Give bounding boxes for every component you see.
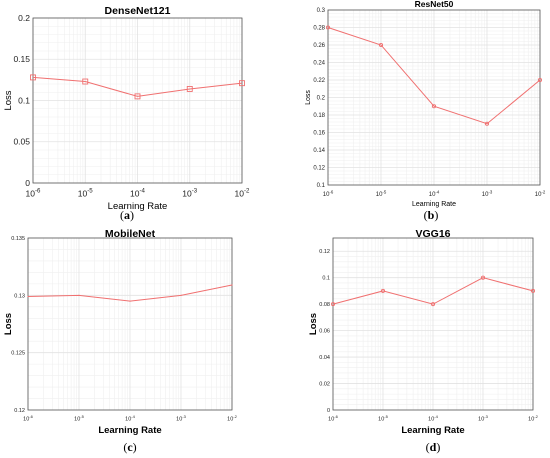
y-tick-label: 0.15 (13, 54, 30, 64)
chart-title: VGG16 (415, 228, 450, 240)
data-point (430, 302, 436, 307)
x-tick-label: 10-4 (429, 189, 440, 198)
data-point (330, 302, 336, 307)
panel-caption: (a) (120, 208, 134, 222)
y-tick-label: 0.06 (319, 329, 330, 335)
x-tick-label: 10-4 (428, 414, 438, 422)
x-tick-label: 10-2 (528, 414, 538, 422)
y-tick-label: 0.24 (313, 61, 325, 67)
y-tick-label: 0.12 (14, 408, 25, 414)
chart-title: DenseNet121 (105, 5, 171, 17)
data-point (378, 42, 384, 48)
data-point (380, 288, 386, 293)
y-tick-label: 0.18 (313, 113, 325, 119)
y-tick-label: 0.08 (319, 302, 330, 308)
x-tick-label: 10-3 (182, 188, 198, 199)
y-tick-label: 0.1 (18, 95, 30, 105)
data-point (129, 300, 131, 302)
x-tick-label: 10-3 (176, 414, 186, 422)
chart-4: 0 0.02 0.04 0.06 0.08 0.1 0.12 10-6 10-5 10-4 10-3… (308, 228, 538, 454)
x-tick-label: 10-5 (74, 414, 84, 422)
x-tick-label: 10-4 (125, 414, 135, 422)
y-tick-label: 0.05 (13, 137, 30, 147)
y-tick-label: 0.22 (313, 78, 325, 84)
grid (27, 237, 233, 411)
data-point (325, 25, 331, 30)
panel-caption: (c) (123, 440, 136, 454)
x-tick-label: 10-6 (328, 414, 338, 422)
data-point (134, 93, 141, 100)
y-axis-label: Loss (308, 313, 319, 335)
x-tick-label: 10-5 (376, 189, 387, 198)
y-tick-label: 0.1 (317, 183, 326, 189)
y-tick-label: 0 (25, 178, 30, 188)
axes-frame (332, 237, 534, 411)
series-line (327, 27, 541, 125)
data-point (78, 294, 80, 296)
data-point (180, 294, 182, 296)
panel-caption: (d) (426, 440, 441, 454)
y-tick-label: 0.14 (313, 148, 325, 154)
data-point (82, 78, 89, 85)
axes-frame (27, 237, 233, 411)
data-point (484, 121, 490, 126)
axes-frame (32, 17, 243, 184)
y-tick-label: 0.13 (14, 293, 25, 299)
x-axis-label: Learning Rate (401, 425, 464, 436)
y-tick-label: 0.12 (319, 249, 330, 255)
chart-title: ResNet50 (415, 0, 454, 9)
data-point (231, 284, 233, 286)
x-tick-label: 10-4 (130, 188, 146, 199)
grid (32, 17, 243, 184)
x-tick-label: 10-5 (378, 414, 388, 422)
x-tick-label: 10-3 (478, 414, 488, 422)
panel-caption: (b) (424, 208, 439, 222)
y-tick-label: 0.26 (313, 43, 325, 49)
data-point (431, 104, 437, 109)
x-axis-label: Learning Rate (412, 201, 456, 208)
x-tick-label: 10-2 (235, 188, 251, 199)
data-point (27, 295, 29, 298)
x-tick-label: 10-5 (78, 188, 94, 199)
data-point (537, 77, 543, 83)
x-axis-label: Learning Rate (98, 425, 161, 436)
y-axis-label: Loss (3, 90, 14, 110)
axes-frame (327, 9, 541, 186)
y-tick-label: 0.04 (319, 355, 330, 361)
chart-3: 0.12 0.125 0.13 0.135 10-6 10-5 10-4 10-3 10-2 Mo… (3, 228, 237, 454)
y-tick-label: 0.16 (313, 131, 325, 137)
x-tick-label: 10-3 (482, 189, 493, 198)
data-point (186, 85, 193, 92)
x-tick-label: 10-2 (535, 189, 546, 198)
series-line (332, 277, 534, 305)
data-point (530, 288, 536, 293)
x-tick-label: 10-6 (323, 189, 334, 198)
y-tick-label: 0.02 (319, 381, 330, 387)
y-tick-label: 0.2 (317, 96, 326, 102)
chart-1: 0 0.05 0.1 0.15 0.2 10-6 10-5 10-4 10-3 10-2 Dense… (3, 5, 250, 222)
chart-title: MobileNet (105, 228, 156, 240)
data-point (480, 275, 486, 280)
series-line (32, 76, 243, 97)
y-tick-label: 0.125 (11, 351, 25, 357)
x-axis-label: Learning Rate (108, 201, 168, 212)
y-tick-label: 0.28 (313, 26, 325, 32)
y-tick-label: 0.135 (11, 236, 25, 242)
x-tick-label: 10-2 (227, 414, 237, 422)
chart-2: 0.1 0.12 0.14 0.16 0.18 0.2 0.22 0.24 0.26 0.28 0.… (305, 0, 546, 222)
y-tick-label: 0.2 (18, 13, 30, 23)
y-axis-label: Loss (3, 313, 14, 335)
y-axis-label: Loss (305, 90, 312, 105)
y-tick-label: 0 (327, 408, 330, 414)
y-tick-label: 0.12 (313, 166, 325, 172)
data-point (239, 80, 245, 87)
x-tick-label: 10-6 (26, 188, 42, 199)
x-tick-label: 10-6 (23, 414, 33, 422)
y-tick-label: 0.3 (317, 8, 326, 14)
grid (327, 9, 541, 186)
data-point (30, 74, 36, 81)
y-tick-label: 0.1 (322, 276, 330, 282)
